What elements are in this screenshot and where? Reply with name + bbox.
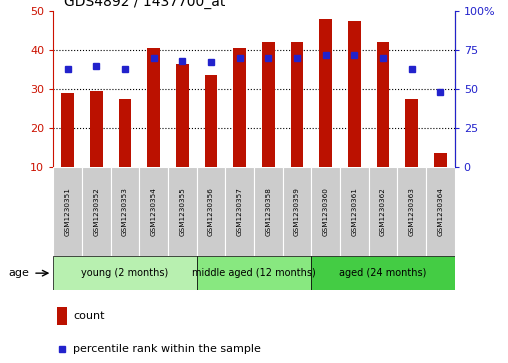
Text: GDS4892 / 1437700_at: GDS4892 / 1437700_at bbox=[64, 0, 225, 9]
Bar bbox=[369, 167, 397, 256]
Text: GSM1230359: GSM1230359 bbox=[294, 187, 300, 236]
Text: age: age bbox=[8, 268, 29, 278]
Bar bbox=[139, 167, 168, 256]
Bar bbox=[319, 19, 332, 167]
Bar bbox=[254, 167, 282, 256]
Text: GSM1230355: GSM1230355 bbox=[179, 187, 185, 236]
Text: aged (24 months): aged (24 months) bbox=[339, 268, 427, 278]
Bar bbox=[111, 167, 139, 256]
Text: GSM1230362: GSM1230362 bbox=[380, 187, 386, 236]
Bar bbox=[262, 42, 275, 167]
Text: GSM1230356: GSM1230356 bbox=[208, 187, 214, 236]
Bar bbox=[82, 167, 111, 256]
Text: middle aged (12 months): middle aged (12 months) bbox=[192, 268, 316, 278]
Text: young (2 months): young (2 months) bbox=[81, 268, 169, 278]
Bar bbox=[291, 42, 303, 167]
Bar bbox=[53, 167, 82, 256]
Bar bbox=[405, 99, 418, 167]
Bar bbox=[282, 167, 311, 256]
Bar bbox=[340, 167, 369, 256]
Text: GSM1230357: GSM1230357 bbox=[237, 187, 243, 236]
Bar bbox=[61, 93, 74, 167]
Bar bbox=[311, 256, 455, 290]
Text: GSM1230353: GSM1230353 bbox=[122, 187, 128, 236]
Bar bbox=[118, 99, 132, 167]
Bar bbox=[57, 307, 68, 325]
Text: GSM1230361: GSM1230361 bbox=[352, 187, 357, 236]
Text: count: count bbox=[74, 311, 105, 321]
Bar bbox=[197, 256, 311, 290]
Bar bbox=[176, 64, 189, 167]
Bar bbox=[90, 91, 103, 167]
Bar bbox=[426, 167, 455, 256]
Bar bbox=[168, 167, 197, 256]
Bar bbox=[197, 167, 226, 256]
Bar bbox=[233, 48, 246, 167]
Bar bbox=[434, 153, 447, 167]
Bar bbox=[376, 42, 390, 167]
Text: GSM1230363: GSM1230363 bbox=[408, 187, 415, 236]
Text: GSM1230358: GSM1230358 bbox=[265, 187, 271, 236]
Text: GSM1230360: GSM1230360 bbox=[323, 187, 329, 236]
Text: GSM1230364: GSM1230364 bbox=[437, 187, 443, 236]
Bar bbox=[397, 167, 426, 256]
Text: percentile rank within the sample: percentile rank within the sample bbox=[74, 344, 261, 354]
Text: GSM1230352: GSM1230352 bbox=[93, 187, 100, 236]
Text: GSM1230351: GSM1230351 bbox=[65, 187, 71, 236]
Text: GSM1230354: GSM1230354 bbox=[151, 187, 156, 236]
Bar bbox=[205, 75, 217, 167]
Bar bbox=[147, 48, 160, 167]
Bar bbox=[348, 21, 361, 167]
Bar bbox=[311, 167, 340, 256]
Bar bbox=[226, 167, 254, 256]
Bar bbox=[53, 256, 197, 290]
